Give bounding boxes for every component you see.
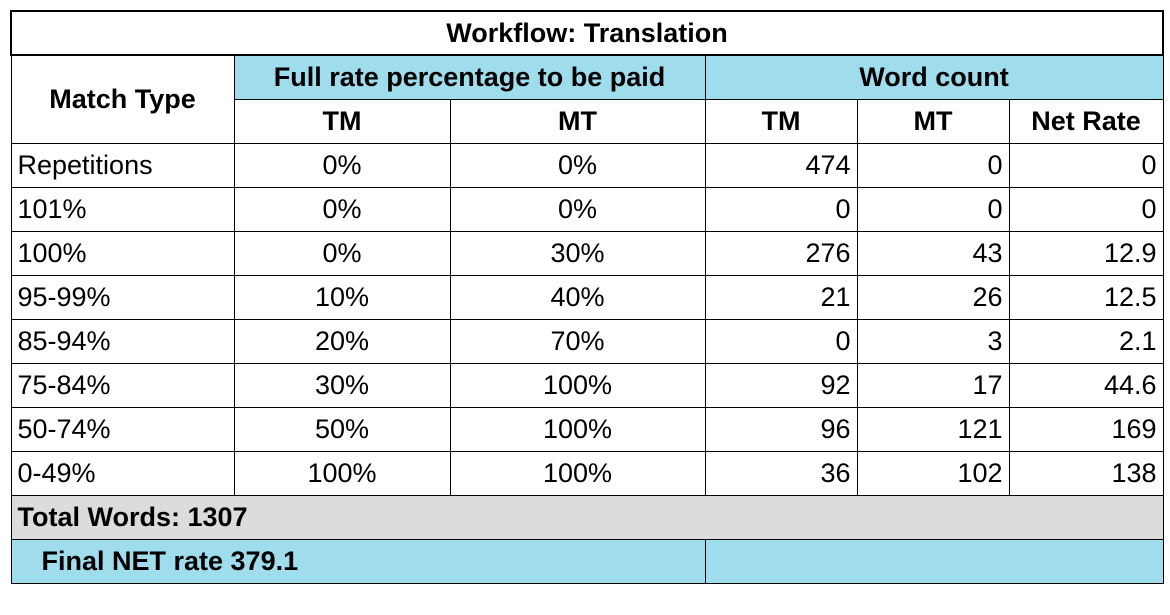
match-type-cell: 101% <box>10 186 235 232</box>
final-net-rate-empty-cell <box>704 538 1164 584</box>
rate-tm-cell: 30% <box>233 362 451 408</box>
rate-mt-cell: 0% <box>449 142 706 188</box>
match-type-header: Match Type <box>10 54 235 144</box>
table-row: 85-94% 20% 70% 0 3 2.1 <box>10 318 1164 364</box>
header-row-1: Match Type Full rate percentage to be pa… <box>10 54 1164 144</box>
full-rate-header: Full rate percentage to be paid <box>233 54 706 100</box>
wordcount-mt-cell: 102 <box>856 450 1010 496</box>
rate-tm-cell: 20% <box>233 318 451 364</box>
net-rate-cell: 12.5 <box>1008 274 1164 320</box>
word-count-mt-header: MT <box>856 98 1010 144</box>
wordcount-tm-cell: 92 <box>704 362 858 408</box>
word-count-header: Word count <box>704 54 1164 100</box>
wordcount-mt-cell: 0 <box>856 142 1010 188</box>
net-rate-cell: 138 <box>1008 450 1164 496</box>
table-row: Repetitions 0% 0% 474 0 0 <box>10 142 1164 188</box>
match-type-cell: 75-84% <box>10 362 235 408</box>
net-rate-header: Net Rate <box>1008 98 1164 144</box>
total-words-row: Total Words: 1307 <box>10 494 1164 540</box>
rate-tm-cell: 100% <box>233 450 451 496</box>
rate-mt-cell: 30% <box>449 230 706 276</box>
table-row: 50-74% 50% 100% 96 121 169 <box>10 406 1164 452</box>
final-net-rate-cell: Final NET rate 379.1 <box>10 538 706 584</box>
rate-mt-cell: 100% <box>449 450 706 496</box>
rate-mt-cell: 70% <box>449 318 706 364</box>
wordcount-mt-cell: 43 <box>856 230 1010 276</box>
wordcount-tm-cell: 0 <box>704 186 858 232</box>
rate-mt-cell: 0% <box>449 186 706 232</box>
word-count-tm-header: TM <box>704 98 858 144</box>
final-net-rate-row: Final NET rate 379.1 <box>10 538 1164 584</box>
header-row-2: TM MT TM MT Net Rate <box>11 98 1164 144</box>
wordcount-mt-cell: 3 <box>856 318 1010 364</box>
match-type-cell: 85-94% <box>10 318 235 364</box>
wordcount-mt-cell: 26 <box>856 274 1010 320</box>
net-rate-cell: 0 <box>1008 186 1164 232</box>
translation-rate-table-container: Workflow: Translation Match Type Full ra… <box>9 10 1165 606</box>
match-type-cell: 0-49% <box>10 450 235 496</box>
net-rate-cell: 0 <box>1008 142 1164 188</box>
wordcount-tm-cell: 21 <box>704 274 858 320</box>
wordcount-mt-cell: 121 <box>856 406 1010 452</box>
wordcount-tm-cell: 96 <box>704 406 858 452</box>
wordcount-mt-cell: 17 <box>856 362 1010 408</box>
translation-rate-table: Workflow: Translation Match Type Full ra… <box>9 10 1165 584</box>
match-type-cell: 100% <box>10 230 235 276</box>
rate-tm-cell: 0% <box>233 142 451 188</box>
wordcount-tm-cell: 36 <box>704 450 858 496</box>
title-row: Workflow: Translation <box>9 10 1165 56</box>
table-title: Workflow: Translation <box>9 10 1165 56</box>
match-type-cell: Repetitions <box>10 142 235 188</box>
rate-mt-cell: 100% <box>449 406 706 452</box>
wordcount-tm-cell: 474 <box>704 142 858 188</box>
table-row: 100% 0% 30% 276 43 12.9 <box>10 230 1164 276</box>
net-rate-cell: 12.9 <box>1008 230 1164 276</box>
net-rate-cell: 169 <box>1008 406 1164 452</box>
rate-tm-cell: 50% <box>233 406 451 452</box>
table-row: 75-84% 30% 100% 92 17 44.6 <box>10 362 1164 408</box>
full-rate-tm-header: TM <box>233 98 451 144</box>
rate-tm-cell: 0% <box>233 186 451 232</box>
wordcount-tm-cell: 276 <box>704 230 858 276</box>
total-words-cell: Total Words: 1307 <box>10 494 1164 540</box>
rate-mt-cell: 100% <box>449 362 706 408</box>
table-row: 0-49% 100% 100% 36 102 138 <box>10 450 1164 496</box>
net-rate-cell: 44.6 <box>1008 362 1164 408</box>
full-rate-mt-header: MT <box>449 98 706 144</box>
rate-tm-cell: 0% <box>233 230 451 276</box>
table-row: 101% 0% 0% 0 0 0 <box>10 186 1164 232</box>
rate-tm-cell: 10% <box>233 274 451 320</box>
match-type-cell: 50-74% <box>10 406 235 452</box>
rate-mt-cell: 40% <box>449 274 706 320</box>
wordcount-tm-cell: 0 <box>704 318 858 364</box>
match-type-cell: 95-99% <box>10 274 235 320</box>
table-row: 95-99% 10% 40% 21 26 12.5 <box>10 274 1164 320</box>
net-rate-cell: 2.1 <box>1008 318 1164 364</box>
wordcount-mt-cell: 0 <box>856 186 1010 232</box>
